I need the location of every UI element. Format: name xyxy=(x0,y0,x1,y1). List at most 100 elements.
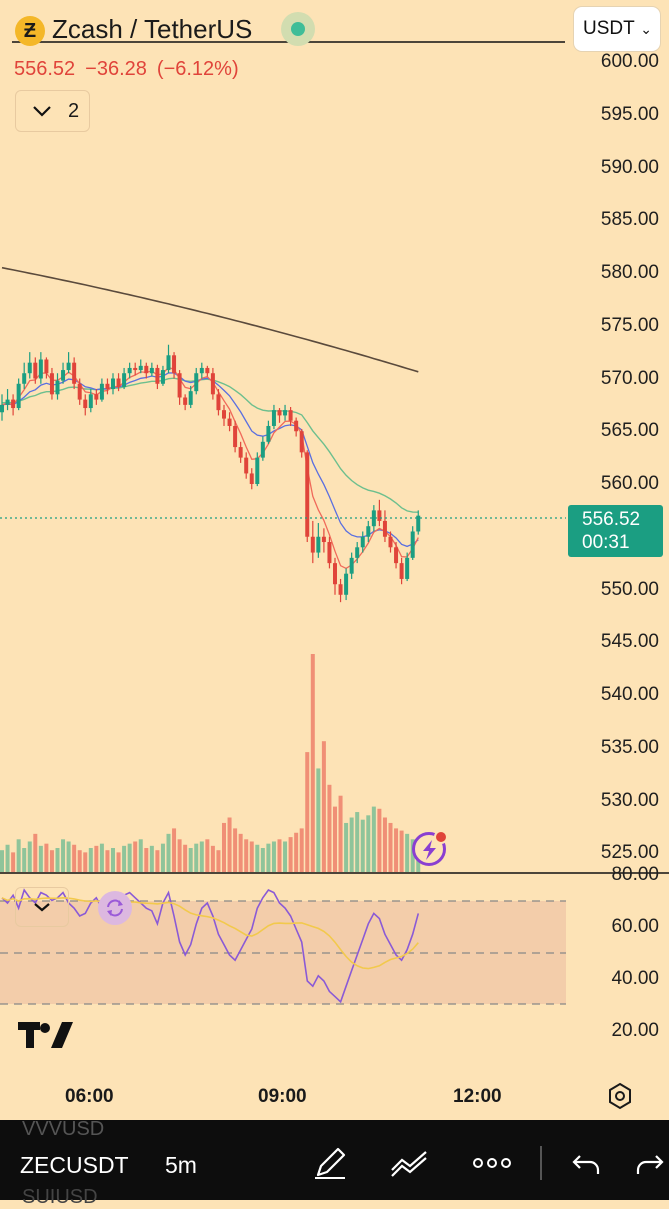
volume-bar xyxy=(127,843,132,872)
ema-fast-line xyxy=(1,366,419,570)
candle-body xyxy=(27,362,32,374)
volume-bar xyxy=(288,837,293,872)
redo-icon[interactable] xyxy=(634,1150,664,1176)
candle-body xyxy=(244,457,249,474)
volume-bar xyxy=(27,841,32,872)
price-axis-label: 580.00 xyxy=(600,262,659,283)
volume-bar xyxy=(16,839,21,872)
candle-body xyxy=(327,542,332,564)
price-axis-label: 525.00 xyxy=(600,842,659,864)
undo-icon[interactable] xyxy=(572,1150,602,1176)
candle-body xyxy=(222,410,226,419)
candle-body xyxy=(333,563,337,585)
candle-body xyxy=(127,367,132,374)
candle-countdown: 00:31 xyxy=(582,532,630,553)
more-icon[interactable] xyxy=(472,1157,512,1169)
volume-bar xyxy=(5,844,10,872)
candle-body xyxy=(238,447,243,458)
candle-body xyxy=(111,378,115,390)
candle-body xyxy=(144,365,149,374)
candle-body xyxy=(155,367,160,384)
currency-label: USDT xyxy=(583,18,635,39)
candle-body xyxy=(188,391,193,405)
interval-selector[interactable]: 5m xyxy=(165,1152,197,1178)
volume-bar xyxy=(99,843,104,872)
volume-bar xyxy=(366,815,371,872)
rsi-refresh-button[interactable] xyxy=(98,891,132,925)
symbol-title[interactable]: Zcash / TetherUS xyxy=(52,14,253,44)
candle-body xyxy=(316,536,321,553)
candle-body xyxy=(410,531,415,558)
volume-bar xyxy=(0,850,4,872)
volume-bar xyxy=(38,845,43,872)
candle-body xyxy=(277,410,282,416)
volume-bar xyxy=(338,795,343,872)
volume-bar xyxy=(355,812,360,872)
candle-body xyxy=(377,510,382,521)
volume-bar xyxy=(360,819,365,872)
volume-bar xyxy=(210,845,215,872)
candle-body xyxy=(416,515,421,532)
volume-bars xyxy=(0,654,421,872)
volume-bar xyxy=(116,852,121,872)
candle-body xyxy=(133,367,138,371)
candle-body xyxy=(55,380,60,395)
volume-bar xyxy=(83,852,88,872)
volume-bar xyxy=(305,752,310,872)
candle-body xyxy=(344,573,349,595)
symbol-selector[interactable]: ZECUSDT xyxy=(20,1152,129,1178)
chevron-down-icon xyxy=(34,903,50,912)
candle-body xyxy=(283,410,288,416)
volume-bar xyxy=(22,848,27,872)
currency-select[interactable]: USDT ⌄ xyxy=(574,7,660,51)
pencil-icon[interactable] xyxy=(312,1145,348,1181)
volume-bar xyxy=(233,828,238,872)
volume-bar xyxy=(144,848,149,872)
candle-body xyxy=(366,526,371,537)
candle-body xyxy=(321,536,326,543)
flash-trade-button[interactable] xyxy=(412,830,448,866)
candle-body xyxy=(72,362,77,384)
volume-bar xyxy=(72,844,77,872)
candle-body xyxy=(138,365,143,371)
candle-body xyxy=(44,359,49,374)
volume-bar xyxy=(172,828,177,872)
volume-bar xyxy=(271,841,276,872)
volume-bar xyxy=(238,833,243,872)
candle-body xyxy=(210,373,215,395)
volume-bar xyxy=(55,848,60,872)
candle-body xyxy=(338,584,343,595)
price-chart[interactable] xyxy=(0,0,669,1120)
volume-bar xyxy=(77,850,82,872)
candle-body xyxy=(216,394,221,411)
candle-body xyxy=(388,536,393,548)
zcash-icon: Ƶ xyxy=(23,20,37,42)
settings-icon[interactable] xyxy=(606,1082,634,1110)
candle-body xyxy=(355,547,360,558)
rsi-axis-label: 60.00 xyxy=(611,916,659,937)
candle-body xyxy=(83,399,88,409)
volume-bar xyxy=(49,850,54,872)
candle-body xyxy=(33,362,38,379)
indicators-toggle[interactable]: 2 xyxy=(15,90,90,132)
price-axis-label: 565.00 xyxy=(600,420,659,442)
candlesticks xyxy=(0,344,421,603)
rsi-collapse-button[interactable] xyxy=(15,887,69,927)
volume-bar xyxy=(333,806,337,872)
drawing-tools-icon[interactable] xyxy=(390,1148,430,1178)
volume-bar xyxy=(371,806,376,872)
volume-bar xyxy=(138,839,143,872)
ema-mid-line xyxy=(1,372,419,548)
price-change-pct: (−6.12%) xyxy=(156,58,239,80)
price-axis-label: 590.00 xyxy=(600,156,659,178)
candle-body xyxy=(371,510,376,527)
chevron-down-icon: ⌄ xyxy=(640,21,652,37)
candle-body xyxy=(177,373,182,398)
candle-body xyxy=(260,441,265,458)
candle-body xyxy=(99,383,104,400)
moving-averages xyxy=(1,266,419,570)
candle-body xyxy=(310,536,315,553)
time-label: 06:00 xyxy=(65,1086,114,1107)
candle-body xyxy=(405,557,410,579)
